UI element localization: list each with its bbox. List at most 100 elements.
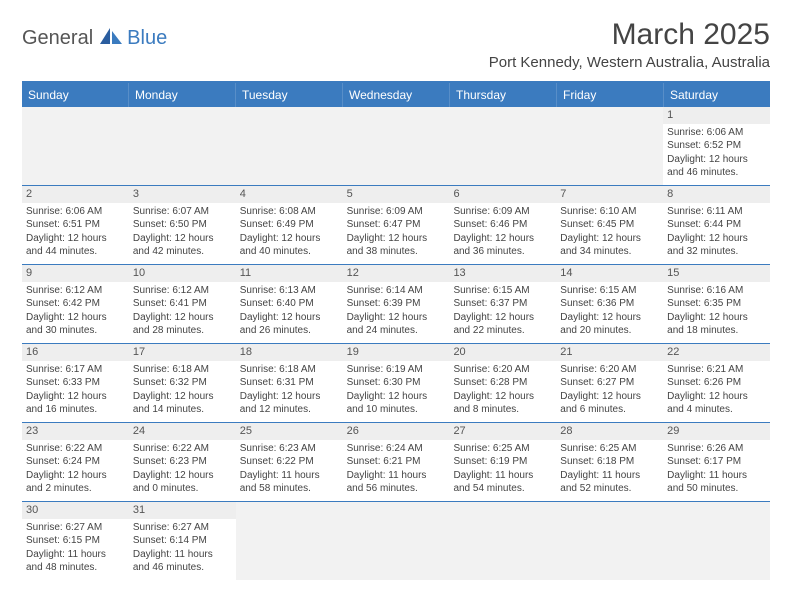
weekday-header: Thursday bbox=[450, 83, 557, 107]
day-number: 30 bbox=[22, 502, 129, 519]
day-info: Sunrise: 6:11 AMSunset: 6:44 PMDaylight:… bbox=[667, 205, 766, 259]
location: Port Kennedy, Western Australia, Austral… bbox=[489, 54, 770, 71]
day-cell: 16Sunrise: 6:17 AMSunset: 6:33 PMDayligh… bbox=[22, 344, 129, 422]
weekday-header: Friday bbox=[557, 83, 664, 107]
day-number: 17 bbox=[129, 344, 236, 361]
day-cell bbox=[236, 502, 343, 580]
day-info: Sunrise: 6:23 AMSunset: 6:22 PMDaylight:… bbox=[240, 442, 339, 496]
day-number: 19 bbox=[343, 344, 450, 361]
day-info: Sunrise: 6:06 AMSunset: 6:52 PMDaylight:… bbox=[667, 126, 766, 180]
day-cell: 26 Sunrise: 6:24 AMSunset: 6:21 PMDayligh… bbox=[343, 423, 450, 501]
day-info: Sunrise: 6:07 AMSunset: 6:50 PMDaylight:… bbox=[133, 205, 232, 259]
day-info: Sunrise: 6:12 AMSunset: 6:41 PMDaylight:… bbox=[133, 284, 232, 338]
week-row: 2Sunrise: 6:06 AMSunset: 6:51 PMDaylight… bbox=[22, 186, 770, 265]
day-number: 6 bbox=[449, 186, 556, 203]
day-info: Sunrise: 6:24 AMSunset: 6:21 PMDaylight:… bbox=[347, 442, 446, 496]
day-number: 11 bbox=[236, 265, 343, 282]
day-number: 3 bbox=[129, 186, 236, 203]
day-cell bbox=[22, 107, 129, 185]
day-cell: 5 Sunrise: 6:09 AMSunset: 6:47 PMDaylight… bbox=[343, 186, 450, 264]
day-cell: 27 Sunrise: 6:25 AMSunset: 6:19 PMDayligh… bbox=[449, 423, 556, 501]
day-number: 27 bbox=[449, 423, 556, 440]
day-cell: 20Sunrise: 6:20 AMSunset: 6:28 PMDayligh… bbox=[449, 344, 556, 422]
day-info: Sunrise: 6:09 AMSunset: 6:46 PMDaylight:… bbox=[453, 205, 552, 259]
week-row: 9 Sunrise: 6:12 AMSunset: 6:42 PMDaylight… bbox=[22, 265, 770, 344]
day-info: Sunrise: 6:19 AMSunset: 6:30 PMDaylight:… bbox=[347, 363, 446, 417]
weekday-header: Wednesday bbox=[343, 83, 450, 107]
day-cell: 14 Sunrise: 6:15 AMSunset: 6:36 PMDayligh… bbox=[556, 265, 663, 343]
day-number: 5 bbox=[343, 186, 450, 203]
day-cell: 7 Sunrise: 6:10 AMSunset: 6:45 PMDaylight… bbox=[556, 186, 663, 264]
day-number: 10 bbox=[129, 265, 236, 282]
day-info: Sunrise: 6:25 AMSunset: 6:18 PMDaylight:… bbox=[560, 442, 659, 496]
day-info: Sunrise: 6:09 AMSunset: 6:47 PMDaylight:… bbox=[347, 205, 446, 259]
day-info: Sunrise: 6:12 AMSunset: 6:42 PMDaylight:… bbox=[26, 284, 125, 338]
day-cell bbox=[449, 107, 556, 185]
week-row: 23 Sunrise: 6:22 AMSunset: 6:24 PMDayligh… bbox=[22, 423, 770, 502]
day-info: Sunrise: 6:16 AMSunset: 6:35 PMDaylight:… bbox=[667, 284, 766, 338]
day-info: Sunrise: 6:17 AMSunset: 6:33 PMDaylight:… bbox=[26, 363, 125, 417]
day-cell: 17Sunrise: 6:18 AMSunset: 6:32 PMDayligh… bbox=[129, 344, 236, 422]
day-cell: 10 Sunrise: 6:12 AMSunset: 6:41 PMDayligh… bbox=[129, 265, 236, 343]
day-number: 26 bbox=[343, 423, 450, 440]
day-cell: 30Sunrise: 6:27 AMSunset: 6:15 PMDayligh… bbox=[22, 502, 129, 580]
day-cell: 22Sunrise: 6:21 AMSunset: 6:26 PMDayligh… bbox=[663, 344, 770, 422]
day-number: 14 bbox=[556, 265, 663, 282]
day-info: Sunrise: 6:08 AMSunset: 6:49 PMDaylight:… bbox=[240, 205, 339, 259]
day-cell: 13 Sunrise: 6:15 AMSunset: 6:37 PMDayligh… bbox=[449, 265, 556, 343]
day-cell: 8Sunrise: 6:11 AMSunset: 6:44 PMDaylight… bbox=[663, 186, 770, 264]
day-number: 1 bbox=[663, 107, 770, 124]
day-cell bbox=[343, 107, 450, 185]
day-info: Sunrise: 6:10 AMSunset: 6:45 PMDaylight:… bbox=[560, 205, 659, 259]
day-info: Sunrise: 6:14 AMSunset: 6:39 PMDaylight:… bbox=[347, 284, 446, 338]
logo: General Blue bbox=[22, 26, 167, 51]
day-cell bbox=[343, 502, 450, 580]
day-cell: 21 Sunrise: 6:20 AMSunset: 6:27 PMDayligh… bbox=[556, 344, 663, 422]
day-cell: 23 Sunrise: 6:22 AMSunset: 6:24 PMDayligh… bbox=[22, 423, 129, 501]
day-cell: 24Sunrise: 6:22 AMSunset: 6:23 PMDayligh… bbox=[129, 423, 236, 501]
day-cell: 15 Sunrise: 6:16 AMSunset: 6:35 PMDayligh… bbox=[663, 265, 770, 343]
sail-icon bbox=[98, 26, 124, 51]
day-number: 9 bbox=[22, 265, 129, 282]
day-number: 18 bbox=[236, 344, 343, 361]
day-number: 28 bbox=[556, 423, 663, 440]
month-title: March 2025 bbox=[489, 18, 770, 52]
day-cell: 11Sunrise: 6:13 AMSunset: 6:40 PMDayligh… bbox=[236, 265, 343, 343]
day-info: Sunrise: 6:27 AMSunset: 6:14 PMDaylight:… bbox=[133, 521, 232, 575]
day-info: Sunrise: 6:18 AMSunset: 6:31 PMDaylight:… bbox=[240, 363, 339, 417]
day-number: 25 bbox=[236, 423, 343, 440]
day-info: Sunrise: 6:26 AMSunset: 6:17 PMDaylight:… bbox=[667, 442, 766, 496]
header: General Blue March 2025 Port Kennedy, We… bbox=[22, 18, 770, 75]
day-number: 24 bbox=[129, 423, 236, 440]
day-cell: 25 Sunrise: 6:23 AMSunset: 6:22 PMDayligh… bbox=[236, 423, 343, 501]
weekday-header: Sunday bbox=[22, 83, 129, 107]
day-cell bbox=[663, 502, 770, 580]
day-info: Sunrise: 6:15 AMSunset: 6:37 PMDaylight:… bbox=[453, 284, 552, 338]
day-cell bbox=[556, 107, 663, 185]
day-cell: 12Sunrise: 6:14 AMSunset: 6:39 PMDayligh… bbox=[343, 265, 450, 343]
weekday-header-row: SundayMondayTuesdayWednesdayThursdayFrid… bbox=[22, 83, 770, 107]
day-info: Sunrise: 6:22 AMSunset: 6:24 PMDaylight:… bbox=[26, 442, 125, 496]
calendar: SundayMondayTuesdayWednesdayThursdayFrid… bbox=[22, 81, 770, 580]
day-info: Sunrise: 6:15 AMSunset: 6:36 PMDaylight:… bbox=[560, 284, 659, 338]
day-info: Sunrise: 6:21 AMSunset: 6:26 PMDaylight:… bbox=[667, 363, 766, 417]
week-row: 1 Sunrise: 6:06 AMSunset: 6:52 PMDaylight… bbox=[22, 107, 770, 186]
day-cell: 28 Sunrise: 6:25 AMSunset: 6:18 PMDayligh… bbox=[556, 423, 663, 501]
day-number: 31 bbox=[129, 502, 236, 519]
day-number: 13 bbox=[449, 265, 556, 282]
day-number: 15 bbox=[663, 265, 770, 282]
day-cell: 9 Sunrise: 6:12 AMSunset: 6:42 PMDaylight… bbox=[22, 265, 129, 343]
day-number: 7 bbox=[556, 186, 663, 203]
day-cell bbox=[129, 107, 236, 185]
week-row: 16Sunrise: 6:17 AMSunset: 6:33 PMDayligh… bbox=[22, 344, 770, 423]
day-info: Sunrise: 6:20 AMSunset: 6:27 PMDaylight:… bbox=[560, 363, 659, 417]
day-info: Sunrise: 6:25 AMSunset: 6:19 PMDaylight:… bbox=[453, 442, 552, 496]
day-cell: 29Sunrise: 6:26 AMSunset: 6:17 PMDayligh… bbox=[663, 423, 770, 501]
day-info: Sunrise: 6:06 AMSunset: 6:51 PMDaylight:… bbox=[26, 205, 125, 259]
day-cell: 4Sunrise: 6:08 AMSunset: 6:49 PMDaylight… bbox=[236, 186, 343, 264]
day-cell bbox=[449, 502, 556, 580]
day-cell: 19 Sunrise: 6:19 AMSunset: 6:30 PMDayligh… bbox=[343, 344, 450, 422]
day-number: 21 bbox=[556, 344, 663, 361]
day-cell: 31 Sunrise: 6:27 AMSunset: 6:14 PMDayligh… bbox=[129, 502, 236, 580]
day-number: 23 bbox=[22, 423, 129, 440]
